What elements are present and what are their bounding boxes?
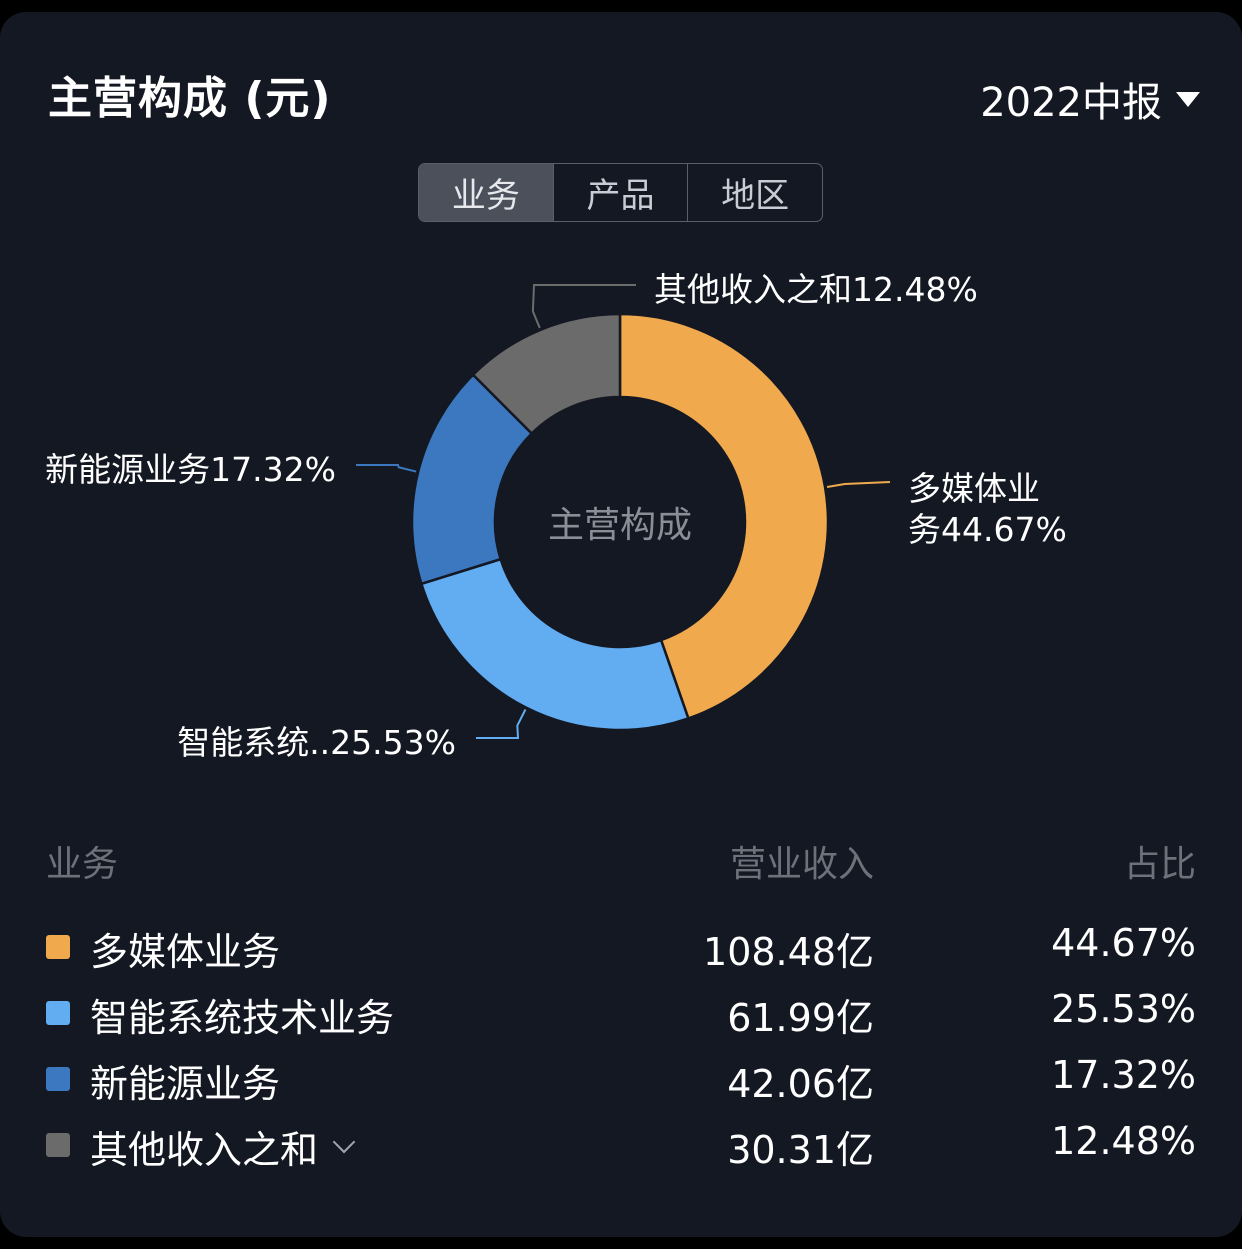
slice-label: 其他收入之和12.48% <box>654 270 978 309</box>
legend-row-percent: 25.53% <box>1051 987 1196 1031</box>
leader-line <box>476 709 527 739</box>
legend-row-other-income[interactable]: 其他收入之和 30.31亿 12.48% <box>46 1119 1196 1179</box>
slice-multimedia[interactable] <box>618 312 830 721</box>
caret-down-icon <box>1176 91 1200 107</box>
legend-row-revenue: 61.99亿 <box>727 996 874 1040</box>
slice-label: 智能系统..25.53% <box>177 723 456 762</box>
legend-row-revenue: 108.48亿 <box>703 930 874 974</box>
tab-business[interactable]: 业务 <box>419 164 553 221</box>
tab-region[interactable]: 地区 <box>687 164 822 221</box>
legend-row-name: 多媒体业务 <box>90 930 281 974</box>
leader-line <box>531 284 636 329</box>
legend-swatch <box>46 1133 70 1157</box>
legend-swatch <box>46 1067 70 1091</box>
legend-row-intelligent-systems[interactable]: 智能系统技术业务 61.99亿 25.53% <box>46 987 1196 1047</box>
legend-row-revenue: 42.06亿 <box>727 1062 874 1106</box>
tab-product[interactable]: 产品 <box>552 164 688 221</box>
segment-tabs: 业务 产品 地区 <box>418 163 823 222</box>
chevron-down-icon[interactable] <box>332 1130 356 1153</box>
period-selector[interactable]: 2022中报 <box>980 70 1200 128</box>
center-label: 主营构成 <box>548 505 692 546</box>
slice-intelligent-systems[interactable] <box>419 557 690 732</box>
leader-line <box>826 481 891 488</box>
page-title: 主营构成 (元) <box>48 73 332 124</box>
legend-row-percent: 12.48% <box>1051 1119 1196 1163</box>
legend-swatch <box>46 935 70 959</box>
legend-row-percent: 17.32% <box>1051 1053 1196 1097</box>
period-label: 2022中报 <box>980 80 1162 126</box>
legend-header-revenue: 营业收入 <box>729 844 874 885</box>
leader-line <box>356 464 417 473</box>
slice-label: 新能源业务17.32% <box>45 450 336 489</box>
legend-row-percent: 44.67% <box>1051 921 1196 965</box>
legend-header-percent: 占比 <box>1123 844 1196 885</box>
legend-header: 业务 营业收入 占比 <box>46 835 1196 885</box>
legend-header-name: 业务 <box>46 844 119 885</box>
legend-swatch <box>46 1001 70 1025</box>
legend-row-multimedia[interactable]: 多媒体业务 108.48亿 44.67% <box>46 921 1196 981</box>
legend-row-name: 其他收入之和 <box>90 1128 319 1172</box>
slice-other-income[interactable] <box>471 312 622 436</box>
legend-row-new-energy[interactable]: 新能源业务 42.06亿 17.32% <box>46 1053 1196 1113</box>
legend-row-name: 新能源业务 <box>90 1062 281 1106</box>
slice-label: 务44.67% <box>908 510 1067 549</box>
slice-label: 多媒体业 <box>908 469 1040 508</box>
legend-row-revenue: 30.31亿 <box>727 1128 874 1172</box>
legend-row-name: 智能系统技术业务 <box>90 996 395 1040</box>
main-composition-card: 主营构成 (元) 2022中报 业务 产品 地区 <box>0 12 1242 1237</box>
